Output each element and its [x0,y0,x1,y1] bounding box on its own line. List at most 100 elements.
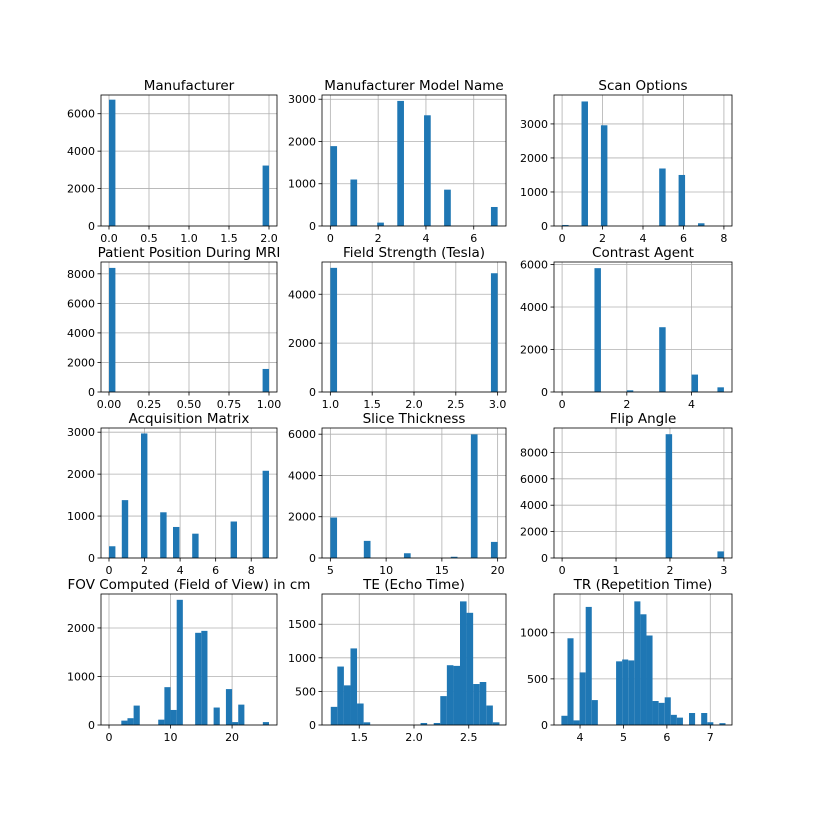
histogram-bar [433,722,441,725]
y-tick-label: 1000 [288,178,316,191]
histogram-panel-10: 0 10 20 0 1000 2000 FOV Computed (Field of Vie… [67,577,310,744]
chart-title: Flip Angle [610,411,677,427]
chart-title: Contrast Agent [592,245,694,261]
y-tick-label: 2000 [67,622,95,635]
histogram-bar [363,540,371,558]
histogram-panel-1: 0.0 0.5 1.0 1.5 2.0 0 2000 4000 6000 Manufacturer [67,78,278,245]
chart-title: Acquisition Matrix [129,411,250,427]
y-tick-label: 4000 [67,145,95,158]
histogram-bar [585,606,592,725]
histogram-bar [473,684,480,725]
x-tick-label: 4 [640,232,647,245]
histogram-bar [600,125,608,226]
histogram-bar [420,722,428,725]
x-tick-label: 0 [559,398,566,411]
x-tick-label: 2 [666,564,673,577]
x-tick-label: 0 [559,232,566,245]
y-tick-label: 4000 [288,288,316,301]
histogram-bar [567,638,574,725]
chart-title: Manufacturer Model Name [324,78,503,94]
histogram-bar [453,665,460,725]
histogram-panel-3: 0 2 4 6 8 0 1000 2000 3000 Scan Options [520,78,733,245]
y-tick-label: 6000 [67,297,95,310]
axes-frame [321,427,507,559]
histogram-bar [195,632,202,725]
histogram-bar [357,703,364,725]
histogram-bar [440,696,447,725]
histogram-bar [397,100,404,226]
histogram-bar [201,630,208,725]
histogram-bar [707,722,714,725]
axes-frame [553,261,733,393]
histogram-panel-12: 4 5 6 7 0 500 1000 TR (Repetition Time) [520,577,733,744]
x-tick-label: 15 [435,564,449,577]
histogram-panel-9: 0 1 2 3 0 2000 4000 6000 8000 Flip Angle [520,411,733,577]
histogram-bar [622,659,629,725]
histogram-bar [634,601,641,725]
histogram-bar [330,517,338,558]
axes-frame [100,593,278,726]
histogram-bar [343,685,351,725]
y-tick-label: 4000 [520,499,548,512]
histogram-bar [192,533,199,558]
axes-frame [553,593,733,726]
histogram-bar [173,526,180,558]
axes-frame [321,94,507,227]
x-tick-label: 8 [720,232,727,245]
x-tick-label: 4 [688,398,695,411]
histogram-bar [659,168,666,226]
y-tick-label: 2000 [288,135,316,148]
histogram-bar [492,722,500,725]
x-tick-label: 0.00 [97,398,122,411]
histogram-bar [717,387,724,392]
histogram-bar [659,327,666,392]
histogram-panel-7: 0 2 4 6 8 0 1000 2000 3000 Acquisition Matrix [67,411,278,577]
histogram-bar [170,709,177,725]
histogram-bar [490,541,498,558]
x-tick-label: 4 [177,564,184,577]
histogram-bar [628,660,635,725]
x-tick-label: 0.50 [177,398,202,411]
histogram-bar [640,614,647,725]
histogram-bar [562,224,569,226]
y-tick-label: 2000 [67,356,95,369]
histogram-bar [450,556,458,558]
histogram-bar [581,101,588,226]
x-tick-label: 2 [375,232,382,245]
x-tick-label: 0 [327,232,334,245]
axes-frame [553,427,733,559]
histogram-bar [670,714,677,725]
x-tick-label: 6 [212,564,219,577]
histogram-bar [698,223,705,226]
histogram-bar [676,717,683,725]
chart-title: Field Strength (Tesla) [343,245,485,261]
histogram-bar [701,713,708,725]
y-tick-label: 0 [88,719,95,732]
x-tick-label: 2.5 [447,398,465,411]
x-tick-label: 1.5 [350,731,368,744]
chart-title: FOV Computed (Field of View) in cm [68,577,311,593]
histogram-bar [232,722,239,725]
histogram-bar [262,368,269,392]
histogram-bar [109,99,116,226]
y-tick-label: 1000 [520,186,548,199]
histogram-bar [109,546,116,558]
y-tick-label: 0 [309,220,316,233]
x-tick-label: 0 [106,731,113,744]
y-tick-label: 1000 [520,627,548,640]
y-tick-label: 6000 [288,428,316,441]
histogram-bar [490,206,498,226]
x-tick-label: 4 [577,731,584,744]
x-tick-label: 3 [720,564,727,577]
y-tick-label: 1000 [67,670,95,683]
y-tick-label: 0 [309,386,316,399]
x-tick-label: 4 [422,232,429,245]
histogram-bar [719,723,726,725]
y-tick-label: 3000 [67,426,95,439]
histogram-bar [664,697,671,725]
x-tick-label: 8 [248,564,255,577]
histogram-bar [337,666,344,725]
histogram-bar [262,470,269,558]
x-tick-label: 10 [164,731,178,744]
axes-frame [100,427,278,559]
